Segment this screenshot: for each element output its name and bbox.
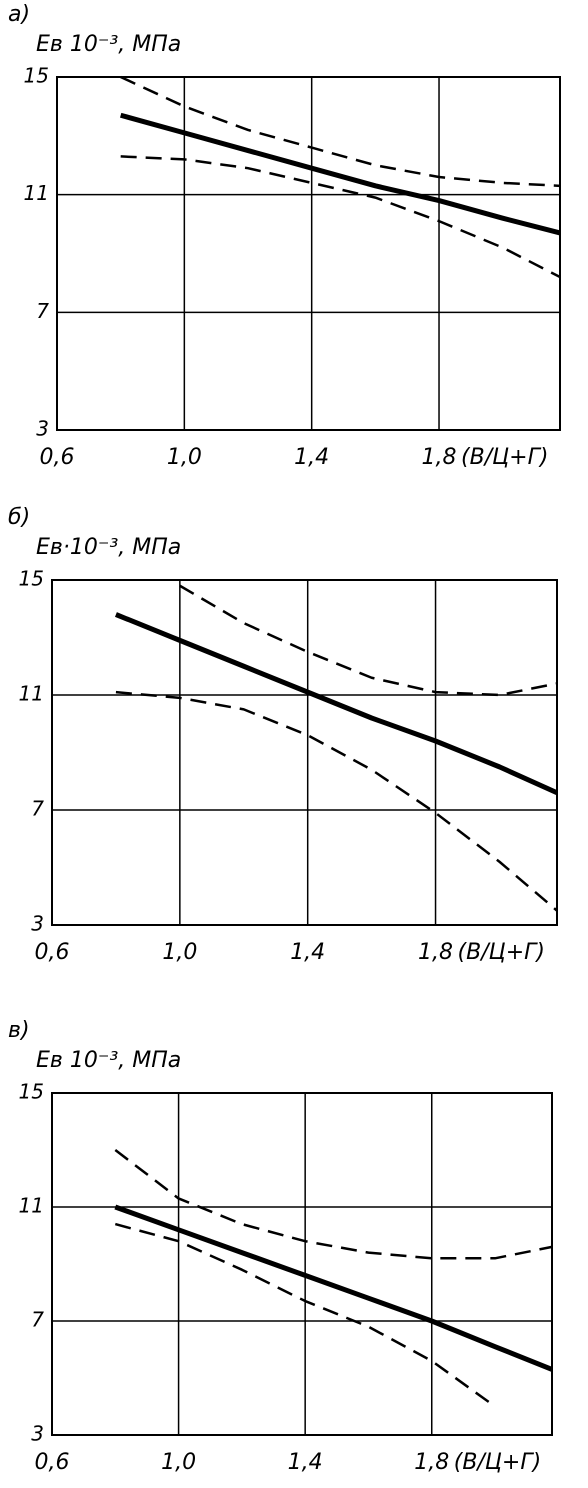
y-tick-label: 11: [24, 181, 49, 205]
x-tick-label: 0,6: [35, 1450, 70, 1475]
y-tick-label: 3: [31, 1422, 44, 1446]
x-axis-label: (В/Ц+Г): [458, 940, 545, 965]
y-tick-label: 3: [36, 417, 49, 441]
data-line: [179, 584, 558, 697]
x-axis-label: (В/Ц+Г): [454, 1450, 541, 1475]
x-tick-label: 0,6: [40, 445, 75, 470]
data-line: [115, 690, 558, 912]
x-tick-label: 1,4: [290, 940, 325, 965]
data-line: [120, 155, 561, 279]
x-tick-label: 1,0: [167, 445, 202, 470]
y-tick-label: 7: [31, 797, 44, 821]
x-tick-label: 1,8: [414, 1450, 449, 1475]
data-line: [114, 1222, 496, 1408]
x-tick-label: 1,8: [422, 445, 457, 470]
y-tick-label: 3: [31, 912, 44, 936]
x-tick-label: 1,4: [288, 1450, 323, 1475]
data-line: [114, 612, 559, 796]
y-axis-label: Eв 10⁻³, МПа: [36, 1048, 181, 1073]
x-tick-label: 0,6: [35, 940, 70, 965]
y-tick-label: 15: [19, 567, 44, 591]
x-axis-label: (В/Ц+Г): [461, 445, 548, 470]
y-axis-label: Eв 10⁻³, МПа: [36, 32, 181, 57]
plot-frame: [56, 76, 561, 431]
y-tick-label: 15: [19, 1080, 44, 1104]
data-line: [114, 1149, 553, 1260]
y-axis-label: Eв·10⁻³, МПа: [36, 535, 181, 560]
x-tick-label: 1,0: [162, 940, 197, 965]
x-tick-label: 1,0: [161, 1450, 196, 1475]
y-tick-label: 15: [24, 64, 49, 88]
panel-label: в): [8, 1018, 30, 1043]
plot-frame: [51, 1092, 553, 1436]
y-tick-label: 11: [19, 682, 44, 706]
y-tick-label: 7: [36, 299, 49, 323]
panel-label: а): [8, 2, 30, 27]
x-tick-label: 1,4: [294, 445, 329, 470]
y-tick-label: 7: [31, 1308, 44, 1332]
panel-label: б): [8, 505, 30, 530]
data-line: [120, 112, 561, 236]
y-tick-label: 11: [19, 1194, 44, 1218]
x-tick-label: 1,8: [418, 940, 453, 965]
plot-frame: [51, 579, 558, 926]
data-line: [114, 1204, 553, 1372]
data-line: [120, 75, 561, 188]
